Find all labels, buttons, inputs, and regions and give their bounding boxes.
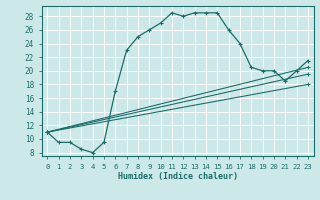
- X-axis label: Humidex (Indice chaleur): Humidex (Indice chaleur): [118, 172, 237, 181]
